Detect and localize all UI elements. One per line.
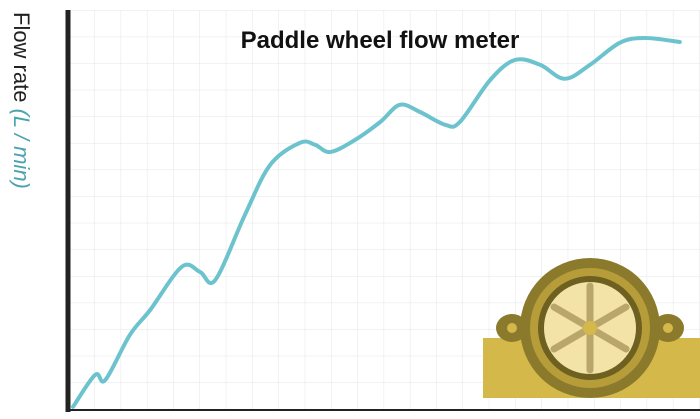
y-axis-label: Flow rate (L / min) (9, 12, 34, 189)
y-label-text: Flow rate (9, 12, 34, 102)
data-line (71, 35, 682, 409)
chart-title: Paddle wheel flow meter (241, 27, 520, 54)
plot-area (71, 35, 682, 409)
y-label-unit: (L / min) (9, 109, 34, 189)
paddle-wheel-illustration (483, 258, 700, 398)
